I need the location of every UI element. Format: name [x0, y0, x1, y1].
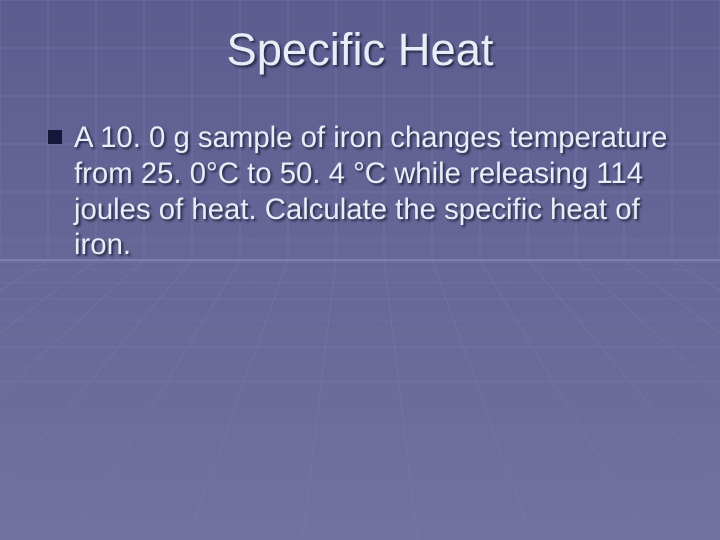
slide: Specific Heat A 10. 0 g sample of iron c… — [0, 0, 720, 540]
bullet-item: A 10. 0 g sample of iron changes tempera… — [48, 120, 680, 263]
slide-background-grid — [0, 0, 720, 540]
square-bullet-icon — [48, 130, 62, 144]
bullet-text: A 10. 0 g sample of iron changes tempera… — [74, 120, 680, 263]
slide-title: Specific Heat — [0, 24, 720, 76]
slide-body: A 10. 0 g sample of iron changes tempera… — [48, 120, 680, 263]
